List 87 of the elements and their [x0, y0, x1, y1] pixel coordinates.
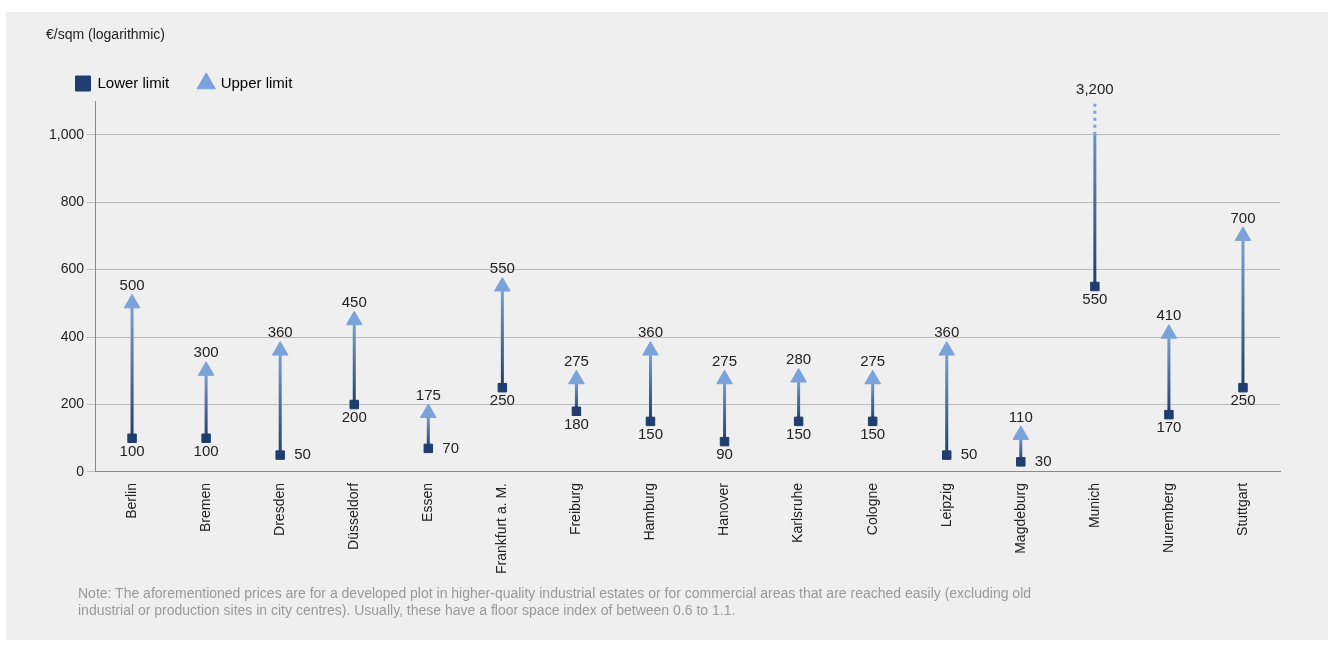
x-tick-label: Nuremberg	[1159, 482, 1176, 554]
y-tick-label: 600	[60, 260, 85, 277]
data-label: 170	[1156, 418, 1182, 436]
data-label: 150	[637, 425, 663, 443]
x-tick-label: Hamburg	[641, 482, 658, 541]
data-label: 110	[1008, 407, 1033, 425]
data-label: 275	[563, 351, 589, 369]
point	[642, 341, 659, 356]
data-label: 275	[860, 351, 886, 369]
data-label: 550	[489, 259, 515, 277]
point	[271, 341, 289, 356]
data-label: 50	[294, 445, 311, 463]
data-label: 150	[786, 425, 812, 443]
data-label: 280	[786, 350, 812, 368]
data-label: 200	[341, 408, 367, 426]
x-tick-label: Stuttgart	[1233, 482, 1250, 536]
text: Note: The aforementioned prices are for a developed plot in higher-quality industrial estates or for commercial areas that are reached easily (excluding old industrial or production sites in city centres). Usually, these have a floor space index of between 0.6 to 1.1.	[78, 585, 1033, 619]
point	[867, 416, 878, 427]
point	[1234, 226, 1252, 241]
x-tick-label: Dresden	[271, 482, 288, 536]
data-label: 275	[712, 351, 738, 369]
x-tick-label: Karlsruhe	[789, 482, 806, 543]
y-tick-label: 1,000	[48, 125, 85, 142]
data-label: 450	[341, 292, 367, 310]
x-tick-label: Freiburg	[567, 482, 584, 536]
data-label: 360	[934, 323, 960, 341]
point	[345, 310, 363, 326]
point	[201, 433, 211, 443]
data-label: 175	[415, 385, 441, 403]
data-label: 410	[1156, 306, 1182, 324]
y-tick-label: 800	[60, 193, 85, 210]
y-tick-label: 0	[76, 462, 85, 479]
y-axis-title: €/sqm (logarithmic)	[46, 26, 166, 42]
annotation: 3,200	[1076, 79, 1114, 97]
point	[790, 368, 807, 383]
point	[349, 399, 359, 410]
point	[497, 382, 508, 393]
legend-label: Lower limit	[97, 73, 171, 91]
data-label: 250	[1230, 391, 1256, 409]
data-label: 150	[860, 425, 886, 443]
point	[938, 341, 956, 356]
data-label: 550	[1082, 290, 1108, 308]
data-label: 100	[119, 441, 145, 459]
data-label: 50	[960, 445, 978, 463]
x-tick-label: Hanover	[715, 482, 732, 536]
point	[127, 433, 137, 443]
data-label: 70	[442, 438, 459, 456]
point	[275, 450, 285, 460]
legend-label: Upper limit	[220, 73, 294, 91]
data-label: 30	[1034, 452, 1052, 469]
x-tick-label: Munich	[1085, 482, 1102, 529]
data-label: 180	[563, 414, 589, 432]
data-label: 360	[637, 323, 663, 341]
data-label: 300	[193, 343, 219, 361]
point	[864, 369, 881, 385]
x-tick-label: Cologne	[863, 482, 880, 536]
x-tick-label: Magdeburg	[1011, 482, 1028, 554]
point	[941, 450, 952, 460]
x-tick-label: Essen	[419, 482, 436, 522]
x-tick-label: Leipzig	[937, 482, 954, 528]
data-label: 700	[1230, 208, 1256, 226]
point	[568, 369, 585, 385]
x-tick-label: Bremen	[196, 482, 213, 533]
point	[1164, 409, 1174, 420]
point	[1016, 457, 1026, 467]
point	[197, 361, 215, 376]
point	[719, 436, 730, 447]
y-tick-label: 400	[60, 327, 85, 344]
data-label: 250	[489, 391, 515, 409]
y-tick-label: 200	[60, 395, 85, 412]
data-label: 360	[267, 323, 293, 341]
data-label: 90	[716, 445, 733, 463]
point	[420, 403, 437, 418]
point	[793, 416, 804, 427]
data-label: 500	[119, 275, 145, 293]
point	[716, 369, 733, 385]
point	[123, 293, 141, 309]
x-tick-label: Düsseldorf	[345, 482, 362, 550]
data-label: 100	[193, 441, 219, 459]
point	[1238, 382, 1248, 393]
point	[1160, 324, 1178, 339]
point	[494, 276, 511, 292]
x-tick-label: Berlin	[122, 482, 139, 519]
point	[423, 443, 434, 454]
point	[571, 406, 582, 417]
x-tick-label: Frankfurt a. M.	[493, 482, 510, 575]
point	[645, 416, 656, 427]
